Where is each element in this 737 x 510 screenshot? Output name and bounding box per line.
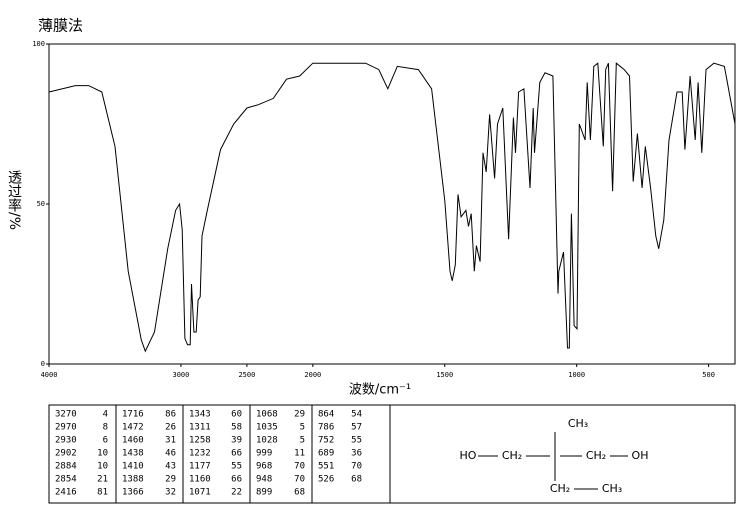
peak-wavenumber: 2930: [55, 436, 77, 446]
chart-title: 薄膜法: [38, 17, 83, 35]
atom-label: OH: [632, 449, 649, 462]
atom-label: CH₂: [586, 449, 606, 462]
peak-transmittance: 46: [165, 449, 176, 459]
atom-label: CH₃: [568, 417, 588, 430]
peak-wavenumber: 2902: [55, 449, 77, 459]
peak-wavenumber: 1366: [122, 488, 144, 498]
peak-transmittance: 66: [231, 475, 242, 485]
peak-wavenumber: 551: [318, 462, 334, 472]
peak-wavenumber: 1472: [122, 423, 144, 433]
peak-transmittance: 68: [351, 475, 362, 485]
x-tick-label: 1500: [436, 371, 453, 379]
peak-transmittance: 57: [351, 423, 362, 433]
y-tick-label: 0: [41, 360, 45, 368]
peak-wavenumber: 1438: [122, 449, 144, 459]
atom-label: HO: [460, 449, 477, 462]
peak-transmittance: 58: [231, 423, 242, 433]
peak-transmittance: 68: [294, 488, 305, 498]
peak-transmittance: 8: [103, 423, 108, 433]
peak-wavenumber: 1177: [189, 462, 211, 472]
peak-transmittance: 66: [231, 449, 242, 459]
peak-wavenumber: 1311: [189, 423, 211, 433]
peak-transmittance: 21: [97, 475, 108, 485]
peak-wavenumber: 1460: [122, 436, 144, 446]
y-axis-label: 透过率/%: [6, 170, 22, 230]
peak-wavenumber: 1028: [256, 436, 278, 446]
peak-wavenumber: 526: [318, 475, 334, 485]
atom-label: CH₂: [502, 449, 522, 462]
peak-wavenumber: 899: [256, 488, 272, 498]
y-tick-label: 100: [32, 40, 45, 48]
peak-transmittance: 86: [165, 410, 176, 420]
peak-transmittance: 70: [294, 475, 305, 485]
peak-wavenumber: 689: [318, 449, 334, 459]
peak-transmittance: 31: [165, 436, 176, 446]
x-tick-label: 1000: [568, 371, 585, 379]
peak-transmittance: 22: [231, 488, 242, 498]
peak-transmittance: 32: [165, 488, 176, 498]
table-frame: [48, 404, 736, 504]
peak-transmittance: 70: [294, 462, 305, 472]
peak-transmittance: 5: [300, 436, 305, 446]
peak-wavenumber: 2970: [55, 423, 77, 433]
x-tick-label: 4000: [41, 371, 58, 379]
peak-transmittance: 54: [351, 410, 362, 420]
peak-transmittance: 10: [97, 449, 108, 459]
peak-transmittance: 81: [97, 488, 108, 498]
peak-transmittance: 55: [351, 436, 362, 446]
peak-transmittance: 6: [103, 436, 108, 446]
structure-bonds: [478, 432, 628, 490]
peak-wavenumber: 1068: [256, 410, 278, 420]
peak-wavenumber: 1410: [122, 462, 144, 472]
peak-transmittance: 4: [103, 410, 108, 420]
peak-transmittance: 29: [165, 475, 176, 485]
peak-transmittance: 36: [351, 449, 362, 459]
peak-wavenumber: 1716: [122, 410, 144, 420]
peak-wavenumber: 1343: [189, 410, 211, 420]
peak-transmittance: 26: [165, 423, 176, 433]
peak-transmittance: 70: [351, 462, 362, 472]
peak-transmittance: 55: [231, 462, 242, 472]
atom-label: CH₂: [550, 482, 570, 495]
peak-wavenumber: 1035: [256, 423, 278, 433]
peak-wavenumber: 1258: [189, 436, 211, 446]
peak-wavenumber: 1388: [122, 475, 144, 485]
spectrum-line: [48, 62, 736, 353]
x-tick-label: 500: [702, 371, 715, 379]
peak-wavenumber: 1160: [189, 475, 211, 485]
peak-wavenumber: 786: [318, 423, 334, 433]
y-tick-label: 50: [37, 200, 45, 208]
peak-transmittance: 29: [294, 410, 305, 420]
peak-wavenumber: 968: [256, 462, 272, 472]
atom-label: CH₃: [602, 482, 622, 495]
peak-wavenumber: 999: [256, 449, 272, 459]
peak-wavenumber: 752: [318, 436, 334, 446]
peak-transmittance: 5: [300, 423, 305, 433]
plot-frame: [48, 43, 736, 365]
peak-wavenumber: 1071: [189, 488, 211, 498]
peak-transmittance: 39: [231, 436, 242, 446]
x-tick-label: 2000: [304, 371, 321, 379]
peak-transmittance: 43: [165, 462, 176, 472]
peak-wavenumber: 948: [256, 475, 272, 485]
x-axis-label: 波数/cm⁻¹: [349, 383, 411, 398]
table-dividers: [115, 405, 391, 503]
peak-transmittance: 11: [294, 449, 305, 459]
peak-wavenumber: 2416: [55, 488, 77, 498]
x-tick-label: 2500: [238, 371, 255, 379]
peak-wavenumber: 3270: [55, 410, 77, 420]
peak-transmittance: 10: [97, 462, 108, 472]
peak-transmittance: 60: [231, 410, 242, 420]
peak-wavenumber: 864: [318, 410, 334, 420]
x-tick-label: 3000: [172, 371, 189, 379]
peak-wavenumber: 2884: [55, 462, 77, 472]
peak-wavenumber: 2854: [55, 475, 77, 485]
peak-wavenumber: 1232: [189, 449, 211, 459]
